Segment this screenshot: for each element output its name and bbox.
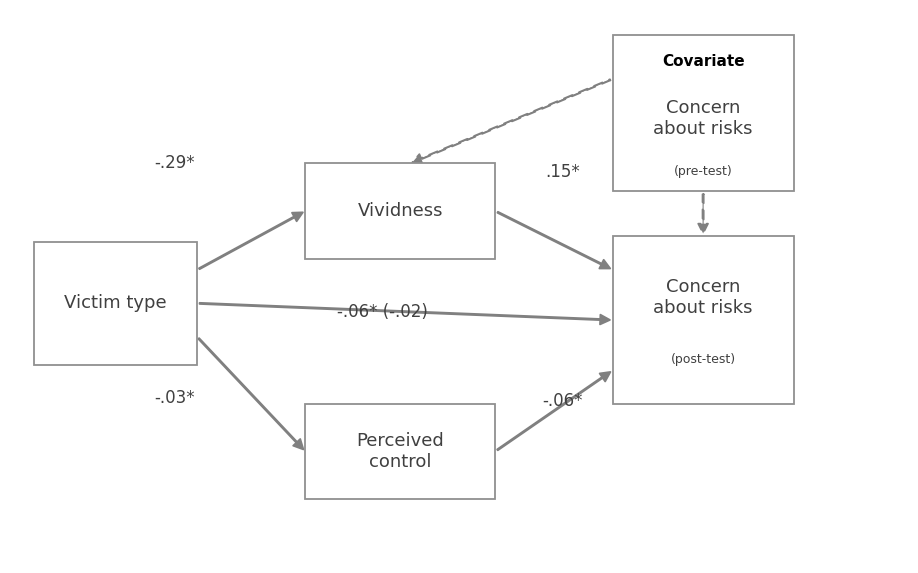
Text: Victim type: Victim type [64, 295, 167, 312]
Text: .15*: .15* [545, 163, 580, 181]
Text: -.03*: -.03* [154, 389, 195, 407]
Text: Covariate: Covariate [662, 54, 744, 69]
FancyArrowPatch shape [498, 212, 610, 269]
Text: Vividness: Vividness [357, 202, 443, 220]
Text: -.29*: -.29* [154, 155, 195, 172]
FancyArrowPatch shape [498, 372, 610, 450]
FancyBboxPatch shape [306, 404, 495, 499]
FancyArrowPatch shape [199, 213, 303, 269]
FancyArrowPatch shape [699, 194, 708, 233]
FancyBboxPatch shape [306, 163, 495, 258]
FancyBboxPatch shape [34, 242, 196, 365]
Text: Perceived
control: Perceived control [356, 432, 444, 471]
Text: Concern
about risks: Concern about risks [654, 99, 753, 138]
FancyBboxPatch shape [612, 236, 793, 404]
Text: -.06* (-.02): -.06* (-.02) [337, 303, 428, 321]
FancyArrowPatch shape [412, 79, 610, 163]
FancyArrowPatch shape [199, 303, 610, 324]
Text: -.06*: -.06* [543, 392, 583, 410]
Text: Concern
about risks: Concern about risks [654, 278, 753, 317]
FancyBboxPatch shape [612, 35, 793, 191]
FancyArrowPatch shape [198, 338, 303, 449]
Text: (pre-test): (pre-test) [674, 166, 733, 178]
Text: (post-test): (post-test) [670, 353, 735, 366]
